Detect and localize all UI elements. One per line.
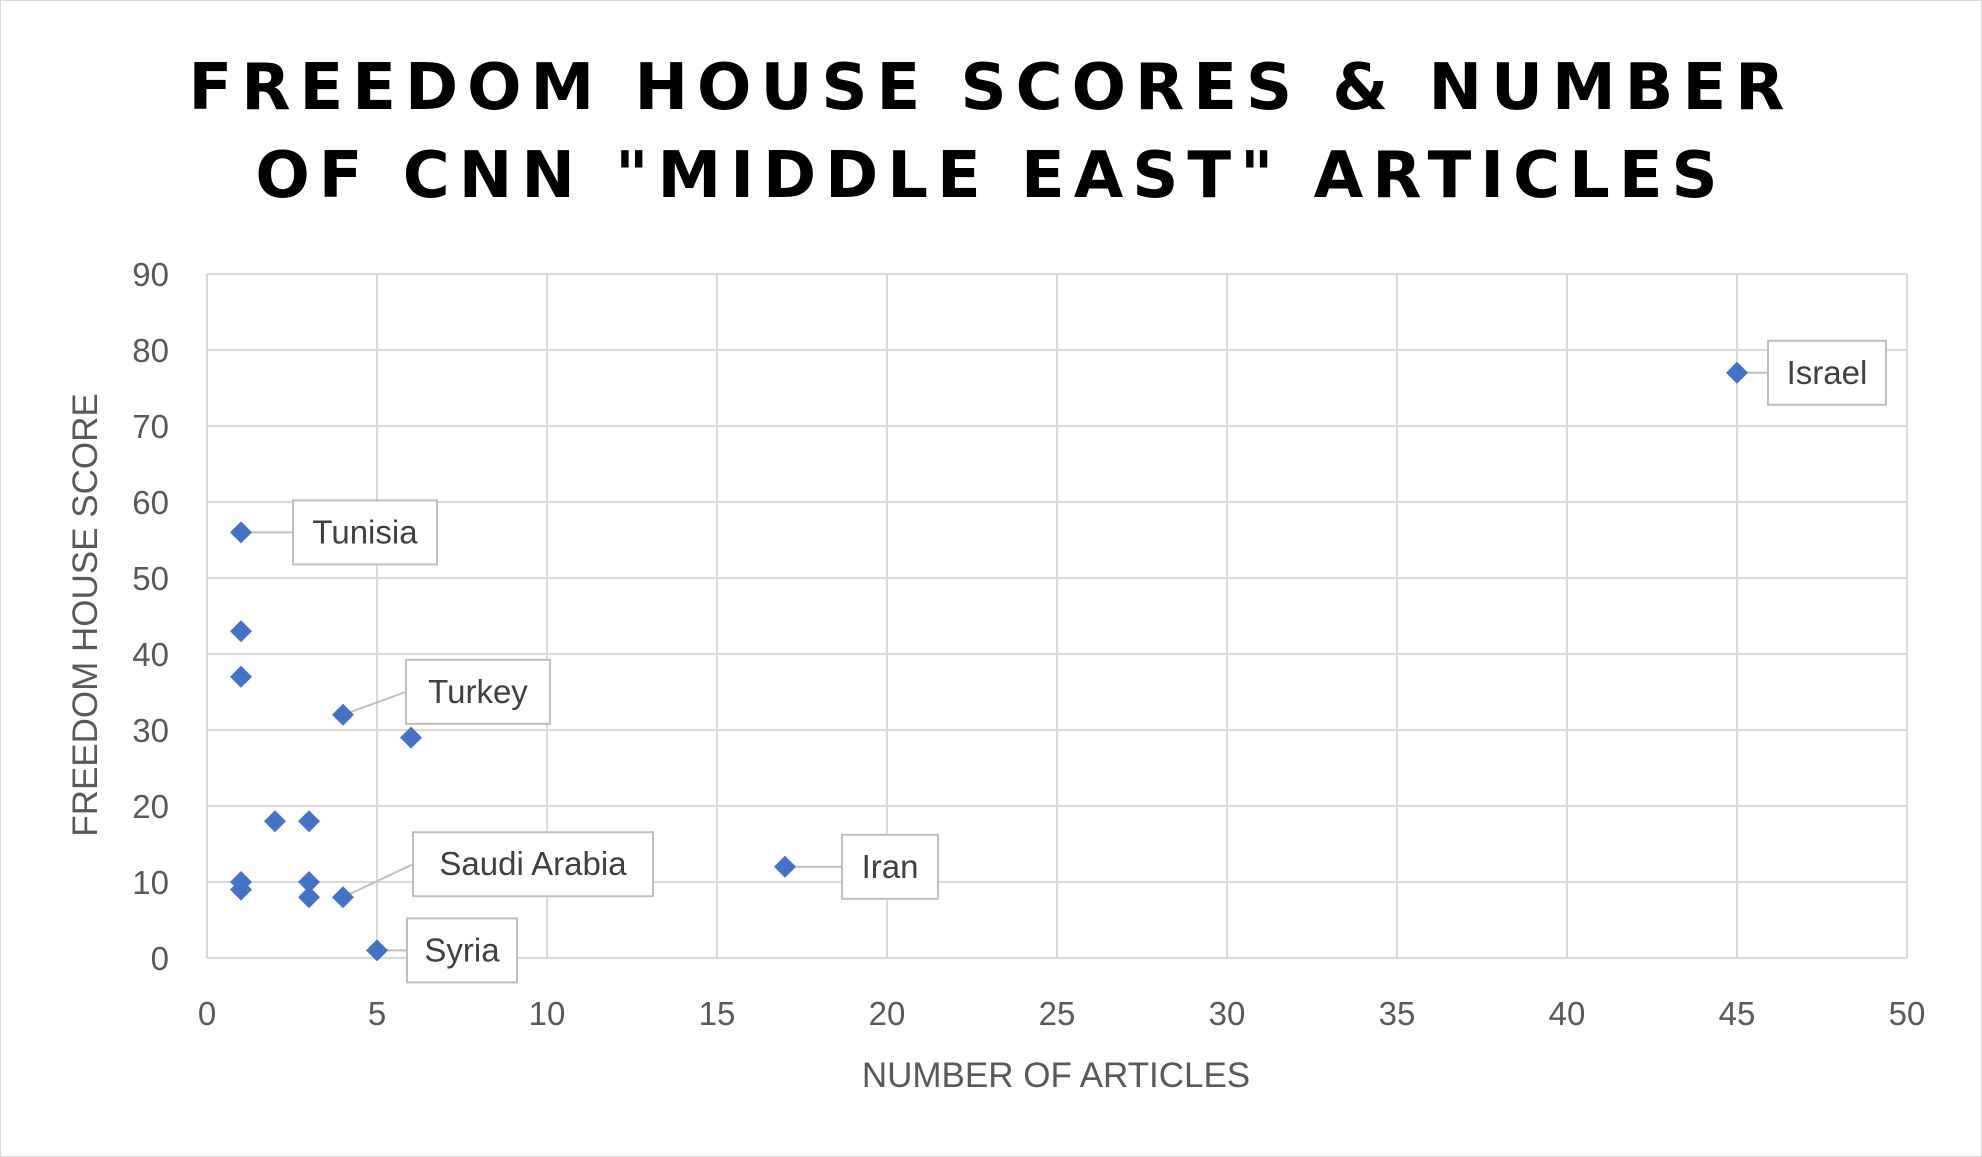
data-point-11 bbox=[298, 871, 320, 893]
y-axis-title: FREEDOM HOUSE SCORE bbox=[66, 393, 105, 836]
callout-box-14 bbox=[406, 917, 518, 984]
x-tick-label-0: 0 bbox=[198, 995, 216, 1032]
chart-title-line-2: OF CNN "MIDDLE EAST" ARTICLES bbox=[255, 139, 1726, 213]
y-tick-label-20: 20 bbox=[132, 788, 169, 825]
x-tick-label-35: 35 bbox=[1379, 995, 1416, 1032]
y-tick-label-40: 40 bbox=[132, 636, 169, 673]
data-points bbox=[230, 361, 1748, 962]
data-point-12 bbox=[298, 886, 320, 909]
y-tick-label-50: 50 bbox=[132, 560, 169, 597]
callout-label-13: Saudi Arabia bbox=[439, 845, 627, 882]
data-point-3 bbox=[230, 665, 252, 688]
x-tick-label-50: 50 bbox=[1889, 995, 1926, 1032]
x-axis-title: NUMBER OF ARTICLES bbox=[862, 1056, 1250, 1095]
x-tick-label-25: 25 bbox=[1039, 995, 1076, 1032]
x-tick-label-30: 30 bbox=[1209, 995, 1246, 1032]
y-tick-label-80: 80 bbox=[132, 332, 169, 369]
callout-label-8: Iran bbox=[862, 848, 919, 885]
y-tick-label-90: 90 bbox=[132, 256, 169, 293]
x-tick-label-10: 10 bbox=[529, 995, 566, 1032]
callout-label-1: Tunisia bbox=[312, 513, 418, 550]
data-point-0 bbox=[1726, 361, 1748, 384]
callout-label-14: Syria bbox=[424, 931, 500, 968]
callout-box-4 bbox=[405, 658, 551, 725]
data-point-8 bbox=[774, 855, 796, 878]
data-point-1 bbox=[230, 521, 252, 544]
x-tick-label-5: 5 bbox=[368, 995, 386, 1032]
x-tick-label-40: 40 bbox=[1549, 995, 1586, 1032]
x-tick-label-45: 45 bbox=[1719, 995, 1756, 1032]
callout-leader-13 bbox=[342, 863, 414, 899]
data-point-10 bbox=[230, 878, 252, 901]
y-tick-label-0: 0 bbox=[151, 940, 169, 977]
y-tick-label-30: 30 bbox=[132, 712, 169, 749]
data-point-2 bbox=[230, 620, 252, 643]
callout-leader-4 bbox=[342, 690, 407, 716]
x-tick-label-20: 20 bbox=[869, 995, 906, 1032]
callout-box-13 bbox=[412, 831, 654, 898]
data-callouts: Israel Tunisia Turkey Iran Saudi Arabia Syria bbox=[241, 339, 1887, 984]
tick-labels: 0 10 20 30 40 50 60 70 80 90 0 5 10 15 20 25 30 35 40 45 50 bbox=[132, 256, 1925, 1032]
gridlines bbox=[206, 273, 1908, 959]
callout-box-8 bbox=[841, 833, 939, 900]
data-point-7 bbox=[298, 810, 320, 833]
chart-title-line-1: FREEDOM HOUSE SCORES & NUMBER bbox=[189, 51, 1794, 125]
data-point-6 bbox=[264, 810, 286, 833]
callout-label-4: Turkey bbox=[428, 673, 528, 710]
data-point-5 bbox=[400, 726, 422, 749]
callout-box-0 bbox=[1767, 339, 1887, 406]
y-tick-label-10: 10 bbox=[132, 864, 169, 901]
y-tick-label-60: 60 bbox=[132, 484, 169, 521]
data-point-13 bbox=[332, 886, 354, 909]
data-point-14 bbox=[366, 939, 388, 962]
callout-label-0: Israel bbox=[1787, 354, 1868, 391]
callout-box-1 bbox=[292, 499, 438, 566]
x-tick-label-15: 15 bbox=[699, 995, 736, 1032]
data-point-4 bbox=[332, 703, 354, 726]
y-tick-label-70: 70 bbox=[132, 408, 169, 445]
